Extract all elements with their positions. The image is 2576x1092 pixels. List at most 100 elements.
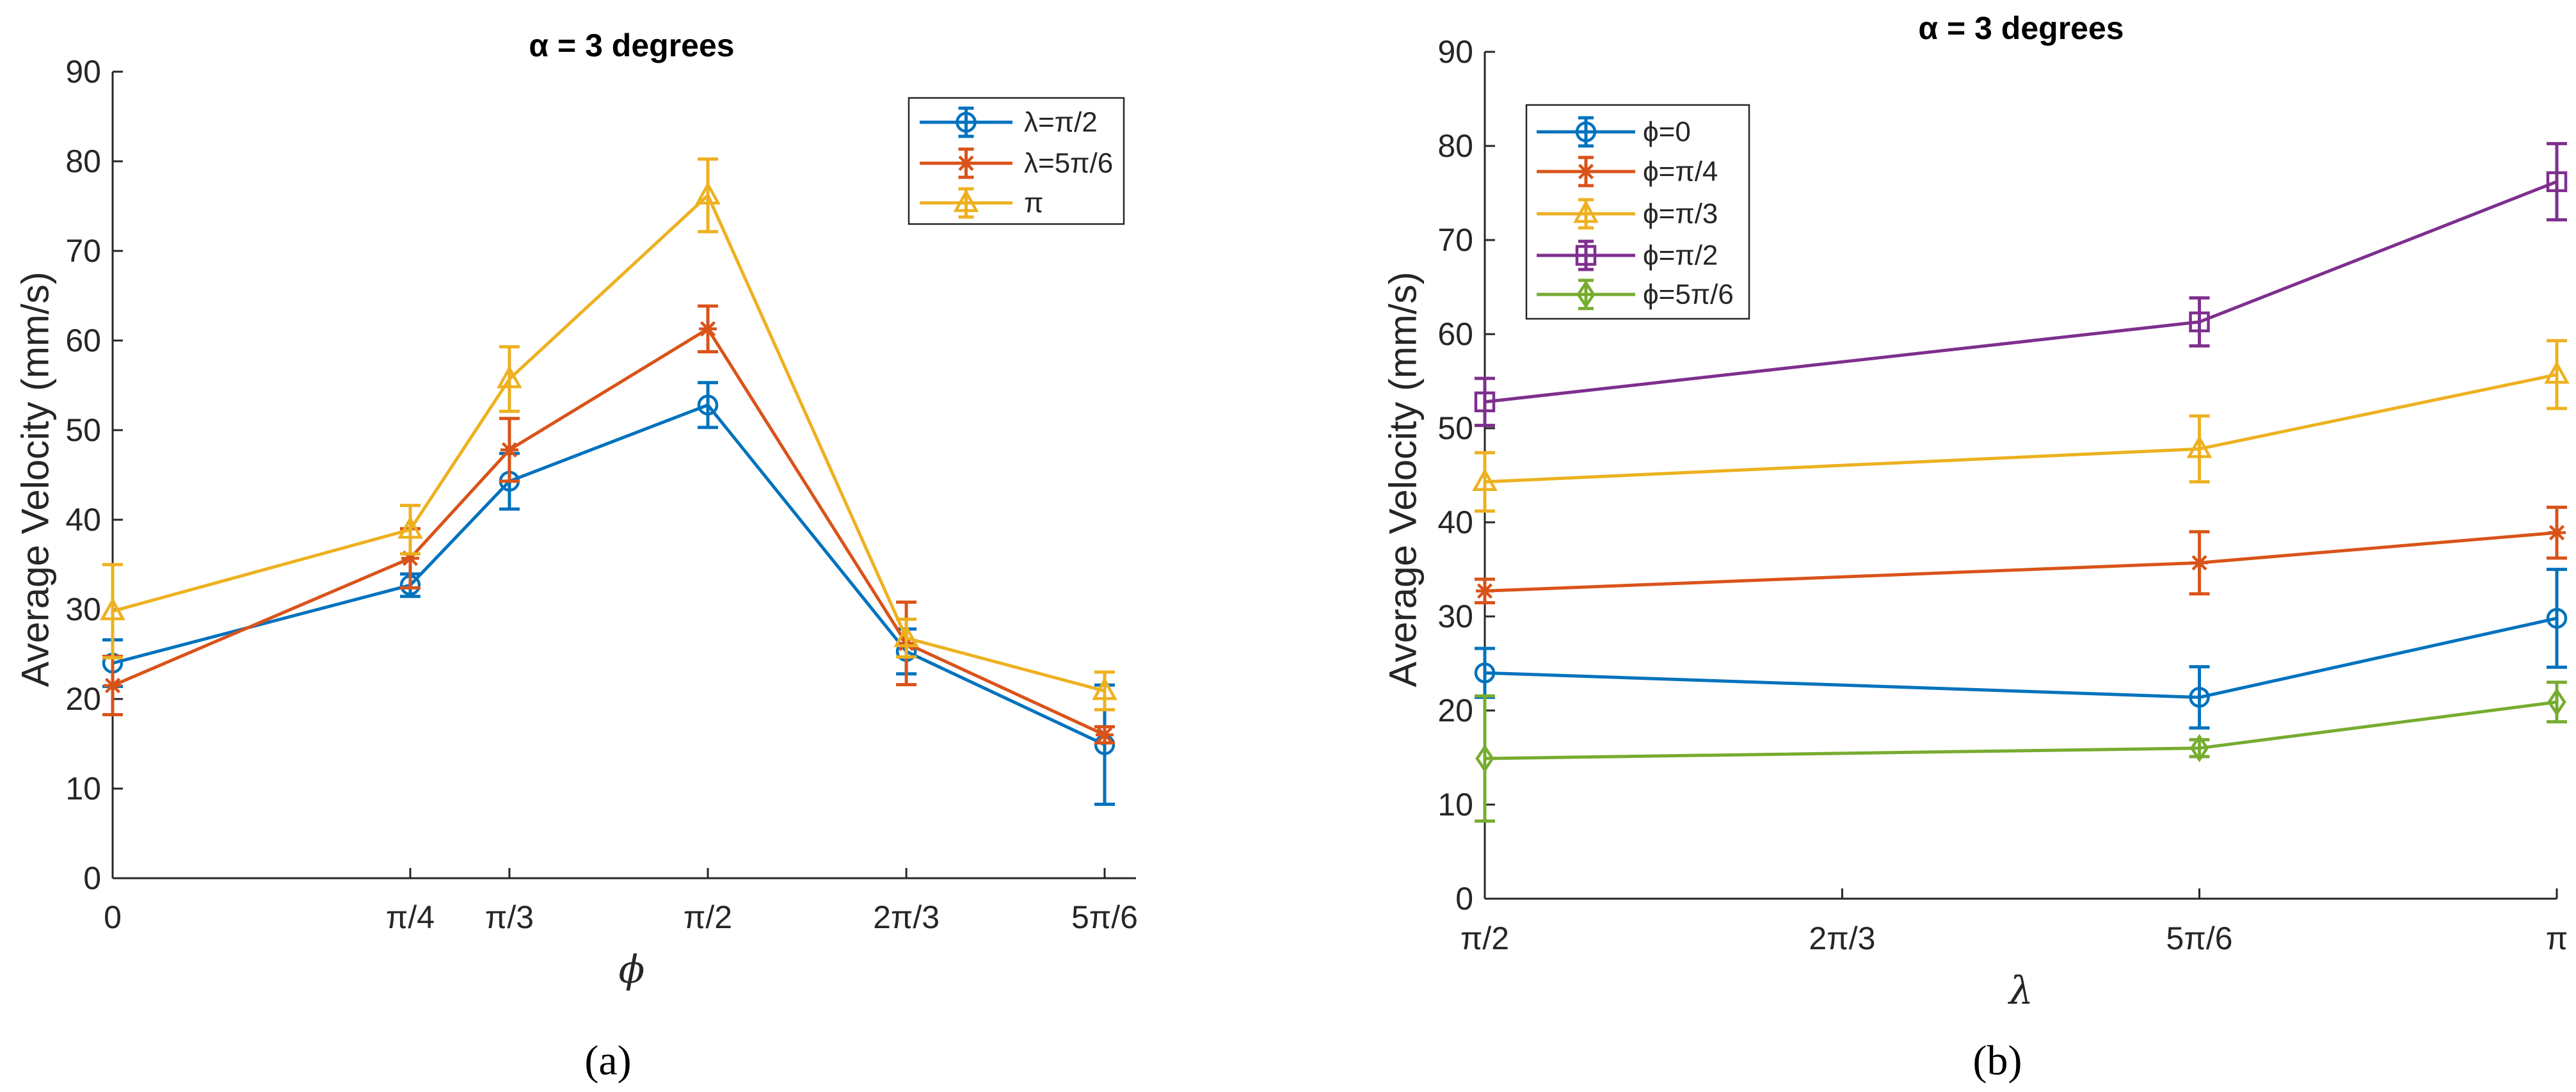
data-point: [401, 549, 420, 568]
x-tick-label: 0: [104, 899, 122, 935]
legend-label: ϕ=π/4: [1643, 156, 1718, 188]
y-tick-label: 70: [65, 233, 101, 269]
y-tick-label: 80: [65, 143, 101, 179]
x-tick-label: π/2: [1460, 920, 1509, 956]
asterisk-marker-icon: [957, 154, 975, 172]
legend-item: λ=π/2: [920, 106, 1098, 138]
error-bar: [1475, 376, 1495, 428]
data-point: [2190, 554, 2209, 572]
legend-item: π: [920, 187, 1043, 219]
y-tick-label: 30: [1437, 598, 1473, 634]
legend-item: ϕ=5π/6: [1537, 278, 1734, 310]
series-1: [1475, 505, 2567, 605]
data-point: [497, 365, 522, 389]
legend-label: λ=π/2: [1024, 107, 1098, 138]
error-bar: [698, 157, 719, 234]
error-bar: [1475, 694, 1495, 823]
circle-marker-icon: [1575, 121, 1597, 143]
series-2: [1472, 339, 2570, 513]
series-4: [1475, 680, 2567, 823]
y-tick-label: 10: [1437, 787, 1473, 823]
data-point: [697, 394, 719, 416]
y-tick-label: 50: [1437, 410, 1473, 446]
x-tick-label: 5π/6: [2166, 920, 2233, 956]
x-tick-label: π/4: [386, 899, 435, 935]
y-tick-label: 90: [1437, 34, 1473, 70]
y-tick-label: 0: [1455, 881, 1473, 917]
chart-b: 0 10 20 30 40 50 60 70 80 90 π/2 2π/3 5π/6 π α = 3 deg…: [1382, 10, 2570, 1084]
y-tick-label: 90: [65, 54, 101, 90]
data-point: [104, 677, 122, 695]
series-3: [1474, 141, 2568, 428]
x-tick-label: 5π/6: [1071, 899, 1138, 935]
data-point: [2548, 524, 2566, 542]
data-point: [2547, 687, 2566, 716]
panel-label: (a): [584, 1038, 631, 1084]
data-point: [2186, 435, 2212, 458]
legend-item: ϕ=π/2: [1537, 239, 1718, 271]
y-tick-label: 70: [1437, 222, 1473, 258]
diamond-marker-icon: [1576, 280, 1596, 309]
y-axis-label: Average Velocity (mm/s): [1382, 271, 1425, 687]
y-tick-label: 40: [1437, 504, 1473, 540]
square-marker-icon: [1575, 245, 1597, 266]
data-point: [2189, 734, 2209, 762]
x-axis-label: λ: [2008, 968, 2033, 1013]
x-tick-label: π: [2546, 920, 2568, 956]
asterisk-marker-icon: [1577, 163, 1595, 181]
y-tick-label: 50: [65, 412, 101, 448]
legend-box: [1525, 104, 1750, 320]
data-point: [1476, 582, 1494, 600]
chart-title: α = 3 degrees: [1918, 10, 2124, 46]
y-tick-label: 0: [83, 860, 101, 896]
data-point: [2546, 171, 2568, 193]
data-point: [2189, 311, 2210, 333]
legend-label: ϕ=0: [1643, 116, 1691, 148]
circle-marker-icon: [956, 111, 977, 133]
data-point: [2189, 687, 2210, 708]
error-bar: [2189, 665, 2210, 730]
data-point: [893, 624, 919, 648]
data-point: [1475, 744, 1494, 773]
y-tick-label: 20: [1437, 693, 1473, 728]
data-point: [695, 181, 721, 205]
data-point: [1474, 391, 1496, 413]
y-tick-label: 40: [65, 502, 101, 538]
chart-title: α = 3 degrees: [529, 28, 734, 63]
series-line: [1484, 616, 2557, 699]
data-point: [397, 515, 423, 539]
y-tick-label: 60: [65, 323, 101, 358]
legend: λ=π/2 λ=5π/6 π: [908, 97, 1125, 225]
error-bar: [2547, 568, 2567, 669]
x-tick-label: π/2: [684, 899, 732, 935]
series-line: [112, 327, 1106, 737]
error-bar: [1475, 451, 1495, 513]
legend-item: ϕ=π/3: [1537, 198, 1718, 230]
x-axis-label: ϕ: [619, 947, 645, 992]
data-point: [100, 597, 125, 621]
error-bar: [400, 504, 421, 556]
y-axis-label: Average Velocity (mm/s): [14, 271, 57, 687]
series-line: [1484, 700, 2557, 760]
y-tick-label: 30: [65, 591, 101, 627]
series-line: [1484, 531, 2557, 593]
legend-label: λ=5π/6: [1024, 148, 1113, 179]
data-point: [2544, 360, 2570, 384]
error-bar: [2547, 339, 2567, 410]
error-bar: [102, 563, 123, 660]
legend-item: ϕ=0: [1537, 116, 1691, 148]
error-bar: [2189, 296, 2210, 348]
triangle-marker-icon: [1573, 200, 1599, 223]
series-2: [100, 157, 1117, 712]
data-point: [699, 319, 717, 338]
series-line: [112, 403, 1106, 746]
error-bar: [2547, 141, 2567, 221]
legend: ϕ=0 ϕ=π/4 ϕ=π/3 ϕ=π/2 ϕ=5π/6: [1525, 104, 1750, 320]
error-bar: [2189, 414, 2210, 484]
series-1: [102, 304, 1115, 745]
chart-a: 0 10 20 30 40 50 60 70 80 90 0 π/4 π/3 π/2 2π/3 5π/6 α =…: [14, 28, 1139, 1084]
triangle-marker-icon: [953, 189, 979, 213]
data-point: [1092, 677, 1117, 700]
legend-label: ϕ=π/3: [1643, 198, 1718, 230]
